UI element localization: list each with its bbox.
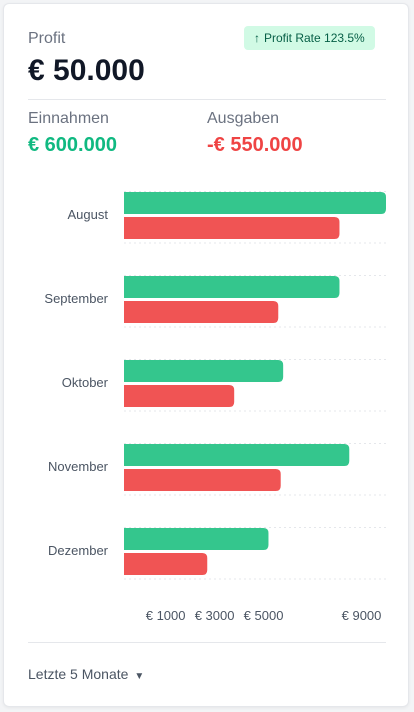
income-bar — [124, 276, 340, 298]
x-tick-label: € 9000 — [342, 608, 382, 623]
expense-bar — [124, 469, 281, 491]
category-label: November — [48, 459, 109, 474]
profit-label: Profit — [28, 30, 66, 47]
category-label: September — [44, 291, 108, 306]
header-divider — [28, 99, 386, 100]
chevron-down-icon: ▼ — [134, 671, 145, 682]
arrow-up-icon: ↑ — [254, 31, 260, 45]
income-label: Einnahmen — [28, 110, 109, 127]
expense-bar — [124, 217, 340, 239]
period-selector[interactable]: Letzte 5 Monate ▼ — [28, 666, 144, 682]
income-bar — [124, 528, 269, 550]
expense-value: -€ 550.000 — [207, 134, 303, 156]
expense-bar — [124, 553, 208, 575]
income-value: € 600.000 — [28, 134, 117, 156]
profit-card: Profit € 50.000 ↑ Profit Rate 123.5% Einn… — [3, 3, 409, 707]
income-bar — [124, 360, 284, 382]
category-label: Oktober — [62, 375, 109, 390]
profit-rate-badge: ↑ Profit Rate 123.5% — [244, 26, 375, 50]
x-tick-label: € 5000 — [244, 608, 284, 623]
expense-bar — [124, 385, 235, 407]
category-label: August — [68, 207, 109, 222]
income-bar — [124, 444, 350, 466]
x-tick-label: € 3000 — [195, 608, 235, 623]
x-tick-label: € 1000 — [146, 608, 186, 623]
category-label: Dezember — [48, 543, 109, 558]
footer-divider — [28, 642, 386, 643]
period-label: Letzte 5 Monate — [28, 666, 129, 682]
expense-bar — [124, 301, 279, 323]
profit-rate-label: Profit Rate 123.5% — [264, 31, 365, 45]
income-bar — [124, 192, 386, 214]
profit-value: € 50.000 — [28, 54, 145, 87]
monthly-bar-chart: August September Oktober November Dezember € … — [44, 191, 386, 623]
expense-label: Ausgaben — [207, 110, 280, 127]
